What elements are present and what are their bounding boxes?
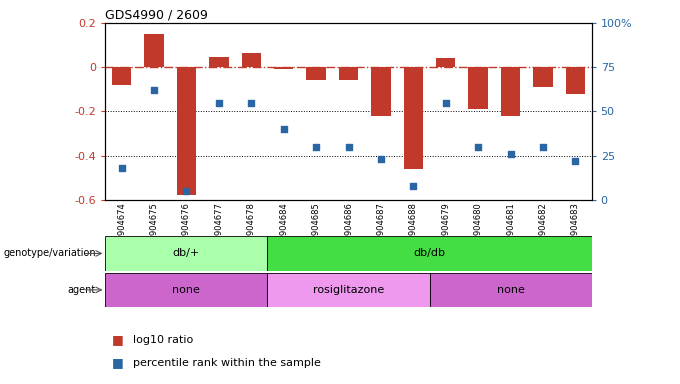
Bar: [112, 67, 131, 85]
Point: [570, 158, 581, 164]
Bar: [177, 67, 196, 195]
Bar: [241, 53, 261, 67]
Text: ■: ■: [112, 333, 124, 346]
Bar: [371, 67, 390, 116]
Bar: [307, 67, 326, 81]
Text: log10 ratio: log10 ratio: [133, 335, 193, 345]
Text: rosiglitazone: rosiglitazone: [313, 285, 384, 295]
Point: [505, 151, 516, 157]
Point: [116, 165, 127, 171]
Point: [473, 144, 483, 150]
Text: none: none: [496, 285, 524, 295]
Text: ■: ■: [112, 356, 124, 369]
Bar: [339, 67, 358, 81]
Point: [278, 126, 289, 132]
Bar: [566, 67, 585, 94]
Bar: [105, 273, 267, 307]
Text: db/+: db/+: [173, 248, 200, 258]
Text: genotype/variation: genotype/variation: [3, 248, 96, 258]
Point: [181, 188, 192, 194]
Bar: [430, 273, 592, 307]
Bar: [105, 236, 267, 271]
Bar: [469, 67, 488, 109]
Point: [537, 144, 548, 150]
Bar: [501, 67, 520, 116]
Bar: [144, 34, 164, 67]
Bar: [209, 57, 228, 67]
Point: [214, 99, 224, 106]
Bar: [436, 58, 456, 67]
Bar: [274, 67, 293, 70]
Bar: [533, 67, 553, 87]
Point: [246, 99, 257, 106]
Point: [375, 156, 386, 162]
Point: [311, 144, 322, 150]
Text: none: none: [173, 285, 201, 295]
Bar: [404, 67, 423, 169]
Bar: [267, 273, 430, 307]
Text: agent: agent: [67, 285, 96, 295]
Text: percentile rank within the sample: percentile rank within the sample: [133, 358, 320, 368]
Point: [343, 144, 354, 150]
Point: [408, 182, 419, 189]
Point: [148, 87, 159, 93]
Point: [441, 99, 452, 106]
Text: db/db: db/db: [413, 248, 445, 258]
Text: GDS4990 / 2609: GDS4990 / 2609: [105, 9, 208, 22]
Bar: [267, 236, 592, 271]
